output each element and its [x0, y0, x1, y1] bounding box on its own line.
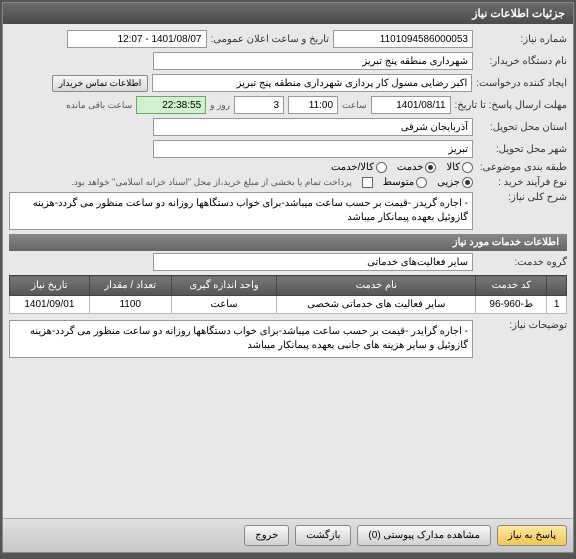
radio-kala-label: کالا	[446, 162, 460, 173]
buy-type-label: نوع فرآیند خرید :	[477, 177, 567, 188]
services-header: اطلاعات خدمات مورد نیاز	[9, 234, 567, 251]
td-qty: 1100	[89, 296, 171, 314]
remain-label: ساعت باقی مانده	[66, 100, 132, 111]
td-unit: ساعت	[171, 296, 277, 314]
window-title: جزئیات اطلاعات نیاز	[472, 8, 565, 20]
need-no-label: شماره نیاز:	[477, 34, 567, 45]
radio-kala-khadamat[interactable]	[376, 162, 387, 173]
service-group-field: سایر فعالیت‌های خدماتی	[153, 253, 473, 271]
radio-motevaset[interactable]	[416, 177, 427, 188]
desc-box: - اجاره گرایدر -قیمت بر حسب ساعت میباشد-…	[9, 320, 473, 358]
th-name: نام خدمت	[277, 276, 476, 296]
radio-khadamat[interactable]	[425, 162, 436, 173]
th-qty: تعداد / مقدار	[89, 276, 171, 296]
deadline-date-field: 1401/08/11	[371, 96, 451, 114]
th-index	[547, 276, 567, 296]
requester-field: اکبر رضایی مسول کار پردازی شهرداری منطقه…	[152, 74, 472, 92]
form-content: شماره نیاز: 1101094586000053 تاریخ و ساع…	[3, 24, 573, 518]
contact-buyer-button[interactable]: اطلاعات تماس خریدار	[52, 75, 149, 92]
treasury-checkbox[interactable]	[362, 177, 373, 188]
deadline-label: مهلت ارسال پاسخ: تا تاریخ:	[455, 100, 567, 111]
titlebar: جزئیات اطلاعات نیاز	[3, 3, 573, 24]
province-label: استان محل تحویل:	[477, 122, 567, 133]
province-field: آذربایجان شرقی	[153, 118, 473, 136]
footer-bar: پاسخ به نیاز مشاهده مدارک پیوستی (0) باز…	[3, 518, 573, 552]
announce-field: 1401/08/07 - 12:07	[67, 30, 207, 48]
back-button[interactable]: بازگشت	[295, 525, 351, 546]
class-label: طبقه بندی موضوعی:	[477, 162, 567, 173]
td-name: سایر فعالیت های خدماتی شخصی	[277, 296, 476, 314]
buyer-org-label: نام دستگاه خریدار:	[477, 56, 567, 67]
td-index: 1	[547, 296, 567, 314]
radio-kk-label: کالا/خدمت	[331, 162, 374, 173]
keywords-label: شرح کلی نیاز:	[477, 192, 567, 203]
desc-label: توضیحات نیاز:	[477, 320, 567, 331]
radio-khadamat-label: خدمت	[397, 162, 424, 173]
class-radio-group: کالا خدمت کالا/خدمت	[331, 162, 473, 173]
service-group-label: گروه خدمت:	[477, 257, 567, 268]
deadline-time-field: 11:00	[288, 96, 338, 114]
announce-label: تاریخ و ساعت اعلان عمومی:	[211, 34, 330, 45]
city-field: تبریز	[153, 140, 473, 158]
need-no-field: 1101094586000053	[333, 30, 473, 48]
radio-jozi-label: جزیی	[437, 177, 460, 188]
services-table: کد خدمت نام خدمت واحد اندازه گیری تعداد …	[9, 275, 567, 314]
time-word-1: ساعت	[342, 100, 367, 111]
radio-kala[interactable]	[462, 162, 473, 173]
pay-note: پرداخت تمام یا بخشی از مبلغ خرید،از محل …	[71, 177, 351, 188]
days-count-field: 3	[234, 96, 284, 114]
keywords-box: - اجاره گریدر -قیمت بر حسب ساعت میباشد-ب…	[9, 192, 473, 230]
exit-button[interactable]: خروج	[244, 525, 289, 546]
radio-motevaset-label: متوسط	[383, 177, 414, 188]
dialog-window: جزئیات اطلاعات نیاز شماره نیاز: 11010945…	[2, 2, 574, 553]
th-code: کد خدمت	[476, 276, 547, 296]
buyer-org-field: شهرداری منطقه پنج تبریز	[153, 52, 473, 70]
city-label: شهر محل تحویل:	[477, 144, 567, 155]
days-and-label: روز و	[210, 100, 230, 111]
requester-label: ایجاد کننده درخواست:	[476, 78, 567, 89]
buy-type-radio-group: جزیی متوسط پرداخت تمام یا بخشی از مبلغ خ…	[71, 177, 473, 188]
td-date: 1401/09/01	[10, 296, 90, 314]
radio-jozi[interactable]	[462, 177, 473, 188]
remaining-time-field: 22:38:55	[136, 96, 206, 114]
reply-button[interactable]: پاسخ به نیاز	[497, 525, 567, 546]
table-header-row: کد خدمت نام خدمت واحد اندازه گیری تعداد …	[10, 276, 567, 296]
attachments-button[interactable]: مشاهده مدارک پیوستی (0)	[357, 525, 491, 546]
table-row[interactable]: 1 ط-960-96 سایر فعالیت های خدماتی شخصی س…	[10, 296, 567, 314]
td-code: ط-960-96	[476, 296, 547, 314]
th-date: تاریخ نیاز	[10, 276, 90, 296]
th-unit: واحد اندازه گیری	[171, 276, 277, 296]
